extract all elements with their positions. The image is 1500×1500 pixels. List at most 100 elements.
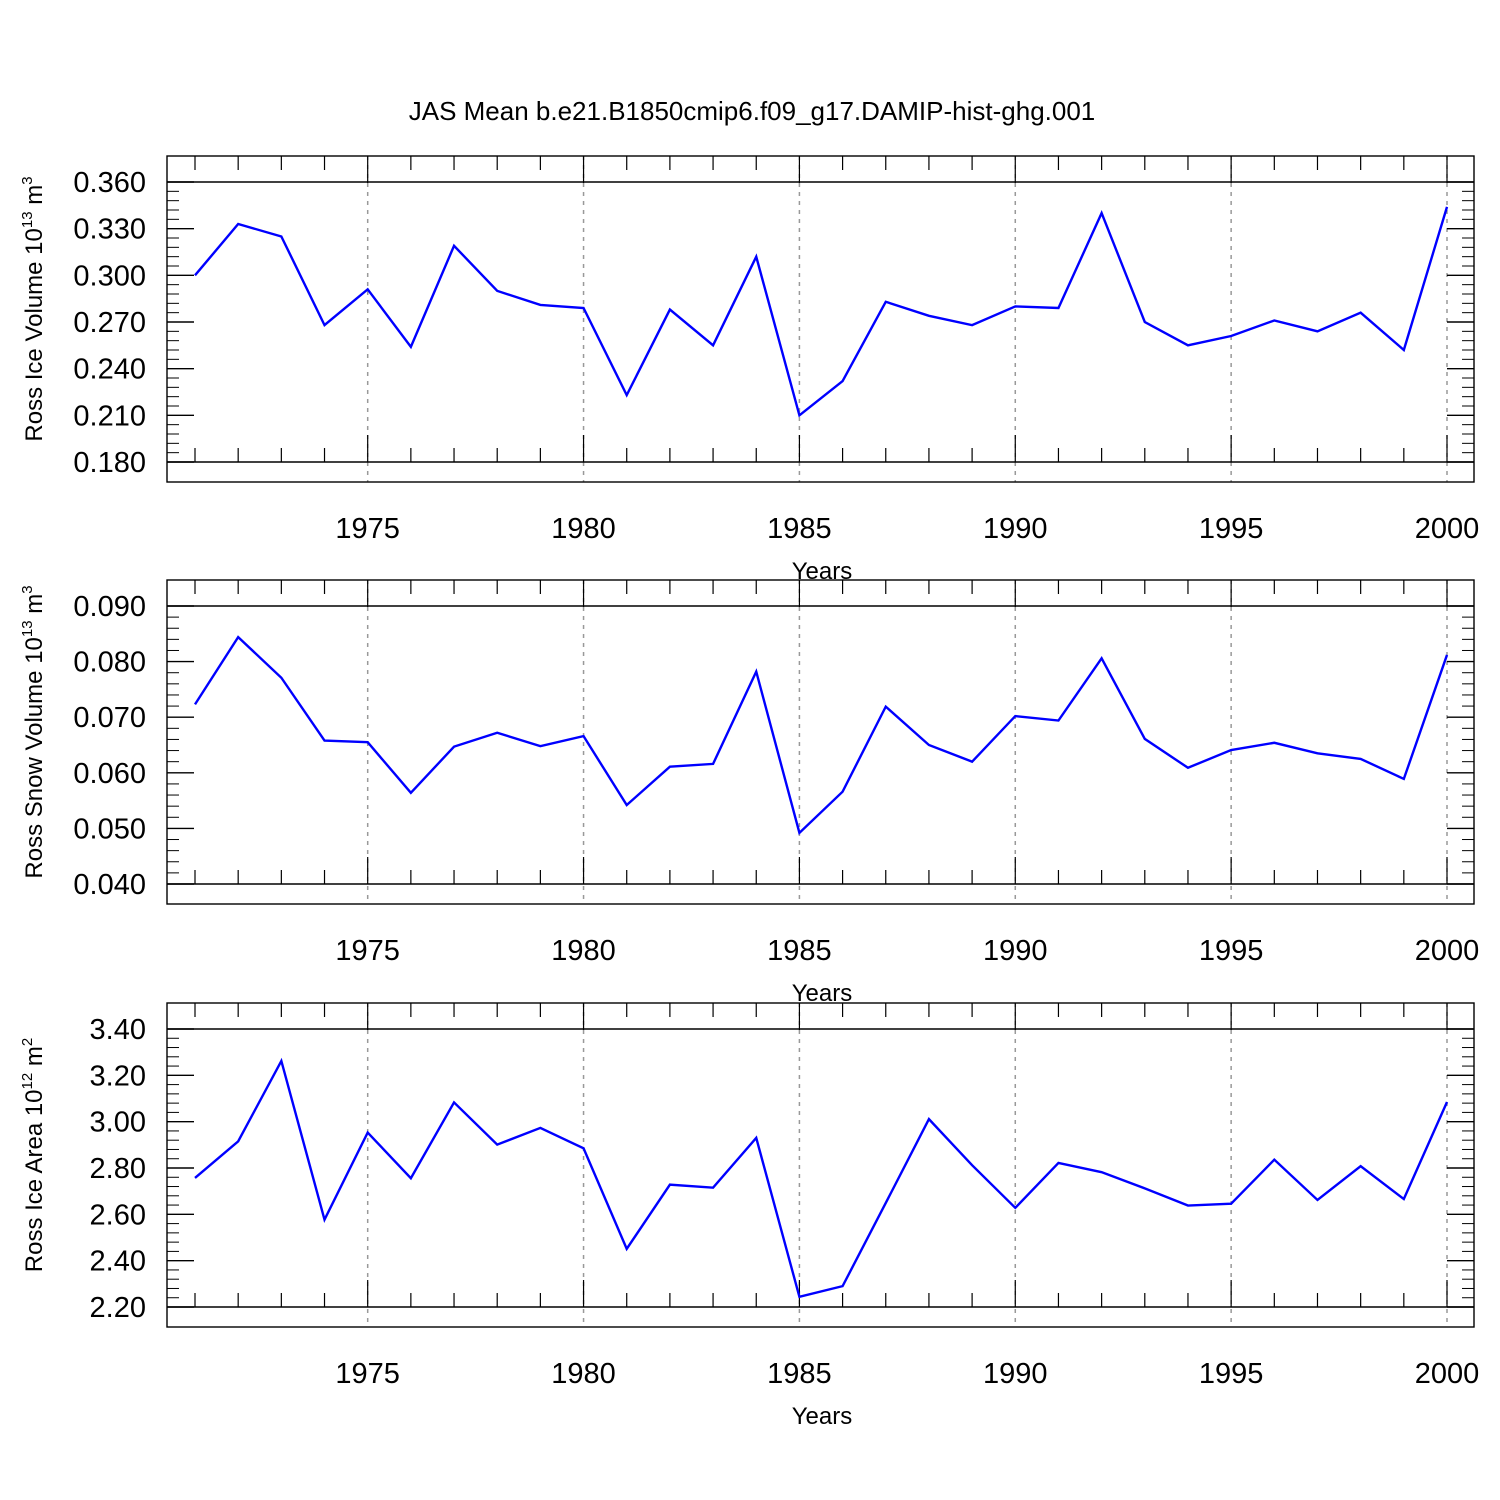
data-point [279,1059,283,1063]
data-point [927,743,931,747]
y-axis-label-ylabel: Ross Ice Volume 10 [21,228,48,441]
y-axis-label-ylabel: Ross Snow Volume 10 [21,637,48,878]
data-point [841,790,845,794]
data-point [625,803,629,807]
y-axis-label: Ross Snow Volume 1013 m3 [19,585,48,878]
series-line [193,635,1449,836]
data-point [538,744,542,748]
data-point [754,1136,758,1140]
x-tick-label: 1990 [983,935,1048,967]
plot-frame [166,1002,1475,1328]
data-point [452,745,456,749]
data-point [1100,656,1104,660]
x-tick-label: 1985 [767,513,832,545]
data-point [366,287,370,291]
y-axis-label: Ross Ice Volume 1013 m3 [19,176,48,441]
chart-panel-1: 0.180 0.210 0.240 0.270 0.300 0.330 0.360 1975 1… [19,155,1479,585]
data-point [1315,1198,1319,1202]
series-line [194,1057,1449,1299]
x-tick-label: 2000 [1415,1358,1480,1390]
series-line [194,206,1449,418]
data-point [495,731,499,735]
y-tick-label: 0.040 [73,869,146,901]
x-tick-label: 1980 [551,935,616,967]
y-axis-label-ylabel-unit-exp: 2 [19,1038,36,1046]
data-point [970,1163,974,1167]
data-point [970,323,974,327]
y-axis-label-ylabel-exp: 12 [19,1073,36,1090]
data-point [409,1176,413,1180]
data-point [1272,741,1276,745]
data-point [582,734,586,738]
plot-frame [166,579,1475,905]
y-tick-label: 0.360 [73,167,146,199]
x-tick-label: 1995 [1199,1358,1264,1390]
data-point [884,1201,888,1205]
data-point [279,676,283,680]
data-point [1143,320,1147,324]
y-tick-label: 0.090 [73,591,146,623]
chart-panel-2: 0.040 0.050 0.060 0.070 0.080 0.090 1975 1980 19… [19,579,1480,1007]
data-point [668,1183,672,1187]
data-point [582,306,586,310]
data-point [409,791,413,795]
data-point [1402,348,1406,352]
data-point [1359,1164,1363,1168]
data-point [1229,334,1233,338]
data-point [236,1139,240,1143]
data-point [1445,205,1449,209]
x-tick-label: 1975 [335,513,400,545]
data-point [841,379,845,383]
data-point [538,1126,542,1130]
x-tick-label: 1985 [767,935,832,967]
chart-panel-3: 2.20 2.40 2.60 2.80 3.00 3.20 3.40 1975 1980 1985… [19,1002,1480,1430]
x-tick-label: 1985 [767,1358,832,1390]
data-point [452,1100,456,1104]
y-tick-label: 3.40 [90,1014,146,1046]
x-tick-label: 2000 [1415,935,1480,967]
data-point [279,234,283,238]
data-point [927,314,931,318]
chart-panels: 0.180 0.210 0.240 0.270 0.300 0.330 0.360 1975 1… [19,155,1480,1430]
data-point [582,1146,586,1150]
data-point [884,300,888,304]
x-tick-label: 1995 [1199,513,1264,545]
y-tick-label: 3.00 [90,1107,146,1139]
data-point [1100,211,1104,215]
data-point [193,1176,197,1180]
data-point [1359,757,1363,761]
y-axis-label-ylabel-exp: 13 [19,211,36,228]
y-axis-label-ylabel-unit: m [21,1046,48,1073]
data-point [625,1247,629,1251]
data-point [236,635,240,639]
y-tick-label: 0.080 [73,647,146,679]
data-point [1229,1202,1233,1206]
y-axis-label-ylabel-unit: m [21,185,48,212]
y-axis-label-ylabel-unit-exp: 3 [19,585,36,593]
data-point [193,273,197,277]
y-tick-label: 0.210 [73,400,146,432]
y-axis-label-ylabel: Ross Ice Area 10 [21,1089,48,1272]
data-point [1186,1204,1190,1208]
data-point [1143,737,1147,741]
y-tick-label: 2.20 [90,1292,146,1324]
y-tick-label: 0.050 [73,813,146,845]
y-tick-label: 2.40 [90,1246,146,1278]
y-tick-label: 0.330 [73,214,146,246]
data-point [1272,318,1276,322]
data-point [711,1186,715,1190]
data-point [1445,653,1449,657]
x-tick-label: 1995 [1199,935,1264,967]
y-axis-label: Ross Ice Area 1012 m2 [19,1038,48,1272]
x-tick-label: 1975 [335,935,400,967]
data-point [797,831,801,835]
data-point [1359,311,1363,315]
data-point [797,413,801,417]
data-point [711,343,715,347]
data-point [1229,748,1233,752]
data-point [1143,1186,1147,1190]
data-point [538,303,542,307]
y-tick-label: 0.300 [73,260,146,292]
data-point [884,705,888,709]
